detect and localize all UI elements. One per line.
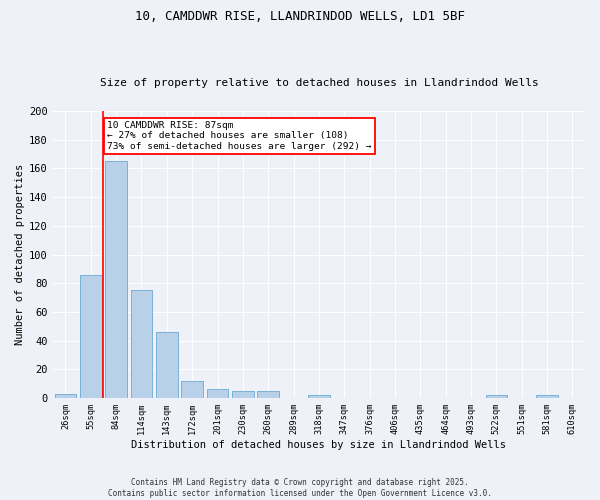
Title: Size of property relative to detached houses in Llandrindod Wells: Size of property relative to detached ho… [100,78,538,88]
Bar [308,395,329,398]
Bar [485,395,507,398]
Bar [536,395,558,398]
Bar [106,161,127,398]
Y-axis label: Number of detached properties: Number of detached properties [15,164,25,345]
Bar [131,290,152,398]
Bar [257,391,279,398]
Bar [156,332,178,398]
Text: 10 CAMDDWR RISE: 87sqm
← 27% of detached houses are smaller (108)
73% of semi-de: 10 CAMDDWR RISE: 87sqm ← 27% of detached… [107,121,372,151]
Bar [181,381,203,398]
Text: Contains HM Land Registry data © Crown copyright and database right 2025.
Contai: Contains HM Land Registry data © Crown c… [108,478,492,498]
Bar [80,274,101,398]
Bar [207,390,228,398]
Bar [232,391,254,398]
Bar [55,394,76,398]
Text: 10, CAMDDWR RISE, LLANDRINDOD WELLS, LD1 5BF: 10, CAMDDWR RISE, LLANDRINDOD WELLS, LD1… [135,10,465,23]
X-axis label: Distribution of detached houses by size in Llandrindod Wells: Distribution of detached houses by size … [131,440,506,450]
